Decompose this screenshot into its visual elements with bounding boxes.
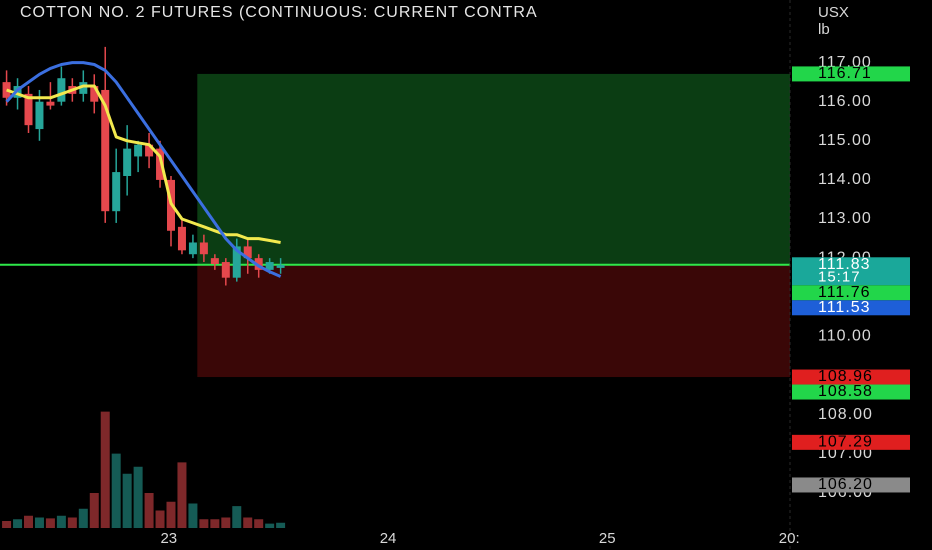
moving-average: [6, 84, 281, 244]
stop-zone: [197, 264, 790, 378]
price-label: 108.96: [818, 368, 873, 385]
candle-body: [24, 93, 33, 126]
volume-bar: [78, 508, 88, 528]
price-label: 107.29: [818, 434, 873, 451]
candle-body: [232, 246, 241, 278]
volume-bar: [243, 517, 253, 528]
candle-body: [57, 78, 66, 102]
price-label-box: [792, 369, 910, 385]
price-label-box: [792, 434, 910, 450]
candle-body: [2, 82, 11, 98]
volume-bar: [89, 493, 99, 528]
price-label: 111.83: [818, 256, 871, 273]
unit-sub: lb: [818, 21, 830, 38]
x-tick-label: 25: [599, 530, 616, 547]
price-label: 111.53: [818, 299, 871, 316]
volume-bar: [144, 493, 154, 528]
price-label-box: [792, 257, 910, 286]
y-tick-label: 113.00: [818, 210, 872, 227]
volume-bar: [155, 510, 165, 528]
countdown: 15:17: [818, 268, 861, 285]
y-tick-label: 115.00: [818, 132, 872, 149]
candle-body: [265, 262, 274, 270]
price-label: 108.58: [818, 383, 873, 400]
candle-body: [199, 242, 208, 255]
volume-bar: [166, 501, 176, 528]
price-axis: 106.00107.00108.00110.00112.00113.00114.…: [792, 54, 910, 501]
volume-bar: [210, 519, 220, 528]
target-zone: [197, 73, 790, 265]
volume-bar: [100, 411, 110, 528]
candle-body: [112, 172, 121, 212]
y-tick-label: 114.00: [818, 171, 872, 188]
price-label-box: [792, 477, 910, 493]
volume-bar: [34, 517, 44, 528]
candle-body: [35, 101, 44, 130]
candle-body: [46, 101, 55, 106]
price-label-box: [792, 300, 910, 316]
candle-body: [243, 246, 252, 259]
volume-bar: [45, 518, 55, 528]
volume-bar: [67, 517, 77, 528]
price-label-box: [792, 66, 910, 82]
title-group: COTTON NO. 2 FUTURES (CONTINUOUS: CURREN…: [20, 4, 538, 21]
price-label: 106.20: [818, 476, 873, 493]
price-label: 111.76: [818, 284, 871, 301]
candle-body: [90, 86, 99, 102]
volume-bar: [232, 506, 242, 528]
candle-body: [221, 262, 230, 278]
moving-average: [5, 61, 282, 278]
x-tick-label: 24: [380, 530, 397, 547]
volume-bar: [56, 515, 66, 528]
candle-body: [145, 144, 154, 157]
unit: USX: [818, 4, 849, 21]
candle-body: [79, 82, 88, 94]
volume-bar: [24, 515, 33, 528]
volume-bar: [122, 473, 132, 528]
price-label: 116.71: [818, 65, 872, 82]
volume-bar: [276, 522, 286, 528]
volume-bar: [188, 503, 198, 528]
candle-body: [177, 226, 186, 251]
volume-bar: [133, 466, 143, 528]
candle-body: [123, 148, 132, 176]
volume-bar: [221, 517, 231, 528]
volume-bar: [2, 521, 12, 528]
x-tick-label: 20:: [779, 530, 800, 547]
x-tick-label: 23: [160, 530, 177, 547]
volume-bar: [265, 523, 275, 528]
candle-body: [101, 89, 110, 212]
candle-body: [188, 242, 197, 255]
plot-area: [0, 46, 790, 528]
y-tick-label: 108.00: [818, 406, 873, 423]
candle-body: [254, 258, 263, 270]
candle-body: [210, 258, 219, 264]
y-tick-label: 110.00: [818, 328, 872, 345]
volume-bar: [177, 462, 187, 528]
volume-bar: [111, 453, 121, 528]
candle-body: [134, 144, 143, 157]
candle-body: [276, 264, 285, 268]
chart-title: COTTON NO. 2 FUTURES (CONTINUOUS: CURREN…: [20, 4, 538, 21]
volume-bar: [13, 519, 23, 528]
volume-bar: [254, 519, 264, 528]
price-label-box: [792, 384, 910, 400]
y-tick-label: 116.00: [818, 93, 872, 110]
candle-body: [156, 148, 165, 180]
price-label-box: [792, 285, 910, 301]
volume-bar: [199, 519, 209, 528]
